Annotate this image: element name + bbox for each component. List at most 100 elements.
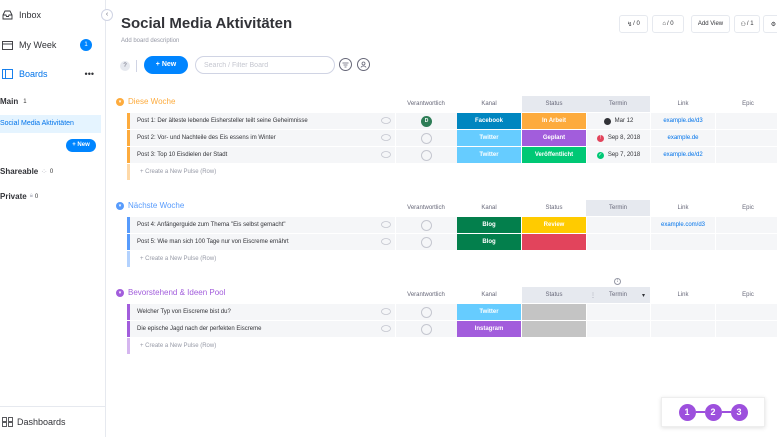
date-cell[interactable] — [587, 321, 650, 337]
channel-cell[interactable]: Instagram — [457, 321, 521, 337]
status-cell[interactable]: Veröffentlicht — [522, 147, 586, 163]
row-name[interactable]: Die epische Jagd nach der perfekten Eisc… — [130, 321, 377, 337]
owner-cell[interactable] — [396, 130, 457, 146]
search-filter-input[interactable] — [195, 56, 335, 74]
link-value[interactable]: example.com/d3 — [660, 222, 706, 228]
epic-cell[interactable] — [716, 321, 777, 337]
sidebar-section-main[interactable]: Main 1 — [0, 97, 27, 106]
add-view-button[interactable]: Add View — [691, 15, 730, 33]
status-cell[interactable]: Review — [522, 217, 586, 233]
column-header-owner[interactable]: Verantwortlich — [407, 101, 445, 107]
date-cell[interactable] — [587, 217, 650, 233]
table-row[interactable]: Post 5: Wie man sich 100 Tage nur von Ei… — [106, 234, 777, 250]
column-header-status[interactable]: Status — [522, 96, 586, 112]
owner-cell[interactable] — [396, 217, 457, 233]
row-name[interactable]: Welcher Typ von Eiscreme bist du? — [130, 304, 377, 320]
chat-bubble-icon[interactable] — [377, 321, 395, 337]
column-header-owner[interactable]: Verantwortlich — [407, 205, 445, 211]
channel-cell[interactable]: Twitter — [457, 304, 521, 320]
filter-icon[interactable] — [339, 58, 352, 71]
column-header-link[interactable]: Link — [677, 101, 689, 107]
epic-cell[interactable] — [716, 130, 777, 146]
row-name[interactable]: Post 2: Vor- und Nachteile des Eis essen… — [130, 130, 377, 146]
link-cell[interactable] — [651, 321, 715, 337]
date-cell[interactable] — [587, 234, 650, 250]
help-icon[interactable]: ? — [120, 61, 130, 71]
column-header-channel[interactable]: Kanal — [481, 101, 497, 107]
table-row[interactable]: Die epische Jagd nach der perfekten Eisc… — [106, 321, 777, 337]
link-value[interactable]: example.de/d3 — [663, 118, 703, 124]
group-title[interactable]: ▾ Bevorstehend & Ideen Pool — [116, 288, 225, 297]
channel-cell[interactable]: Blog — [457, 234, 521, 250]
link-value[interactable]: example.de/d2 — [663, 152, 703, 158]
group-title[interactable]: ▾ Diese Woche — [116, 97, 175, 106]
members-button[interactable]: ⚇ / 1 — [734, 15, 760, 33]
sidebar-board-social-media[interactable]: Social Media Aktivitäten — [0, 115, 101, 133]
epic-cell[interactable] — [716, 304, 777, 320]
column-header-link[interactable]: Link — [677, 205, 689, 211]
board-description[interactable]: Add board description — [121, 38, 180, 44]
status-cell[interactable]: Geplant — [522, 130, 586, 146]
date-cell[interactable]: ✓ Sep 7, 2018 — [587, 147, 650, 163]
status-cell[interactable] — [522, 321, 586, 337]
person-filter-icon[interactable] — [357, 58, 370, 71]
chevron-down-icon[interactable]: ▾ — [116, 97, 124, 106]
row-name[interactable]: Post 4: Anfängerguide zum Thema "Eis sel… — [130, 217, 377, 233]
link-cell[interactable]: example.de/d3 — [651, 113, 715, 129]
channel-cell[interactable]: Facebook — [457, 113, 521, 129]
channel-cell[interactable]: Twitter — [457, 130, 521, 146]
owner-cell[interactable] — [396, 304, 457, 320]
column-header-status[interactable]: Status — [522, 287, 586, 303]
column-header-status[interactable]: Status — [545, 205, 563, 211]
column-info-icon[interactable]: ↕ — [614, 278, 621, 285]
board-title[interactable]: Social Media Aktivitäten — [121, 15, 293, 32]
link-cell[interactable]: example.com/d3 — [651, 217, 715, 233]
chat-bubble-icon[interactable] — [377, 130, 395, 146]
add-row-button[interactable]: + Create a New Pulse (Row) — [106, 251, 777, 267]
column-header-epic[interactable]: Epic — [742, 205, 754, 211]
step-3-button[interactable]: 3 — [730, 403, 748, 421]
sidebar-section-shareable[interactable]: Shareable ·:· 0 — [0, 167, 53, 176]
step-2-button[interactable]: 2 — [704, 403, 722, 421]
column-header-owner[interactable]: Verantwortlich — [407, 292, 445, 298]
new-item-button[interactable]: + New — [144, 56, 188, 74]
table-row[interactable]: Post 2: Vor- und Nachteile des Eis essen… — [106, 130, 777, 146]
table-row[interactable]: Post 4: Anfängerguide zum Thema "Eis sel… — [106, 217, 777, 233]
sidebar-item-inbox[interactable]: Inbox — [0, 0, 106, 30]
boards-more-options-icon[interactable]: ••• — [84, 69, 94, 79]
epic-cell[interactable] — [716, 217, 777, 233]
link-cell[interactable]: example.de — [651, 130, 715, 146]
column-header-date[interactable]: Termin — [586, 200, 650, 216]
status-cell[interactable] — [522, 304, 586, 320]
chevron-down-icon[interactable]: ▾ — [116, 288, 124, 297]
step-1-button[interactable]: 1 — [678, 403, 696, 421]
chat-bubble-icon[interactable] — [377, 113, 395, 129]
epic-cell[interactable] — [716, 234, 777, 250]
row-name[interactable]: Post 3: Top 10 Eisdielen der Stadt — [130, 147, 377, 163]
add-row-button[interactable]: + Create a New Pulse (Row) — [106, 338, 777, 354]
updates-button[interactable]: ⌂ / 0 — [652, 15, 684, 33]
group-title[interactable]: ▾ Nächste Woche — [116, 201, 184, 210]
link-cell[interactable]: example.de/d2 — [651, 147, 715, 163]
drag-handle-icon[interactable]: ⋮ — [590, 292, 596, 299]
link-value[interactable]: example.de — [667, 135, 699, 141]
sidebar-item-my-week[interactable]: My Week 1 — [0, 30, 106, 60]
date-cell[interactable]: ! Sep 8, 2018 — [587, 130, 650, 146]
column-header-epic[interactable]: Epic — [742, 292, 754, 298]
link-cell[interactable] — [651, 234, 715, 250]
chevron-down-icon[interactable]: ▾ — [116, 201, 124, 210]
row-name[interactable]: Post 1: Der älteste lebende Eisher­stell… — [130, 113, 377, 129]
owner-cell[interactable] — [396, 234, 457, 250]
date-cell[interactable]: Mar 12 — [587, 113, 650, 129]
owner-cell[interactable]: D — [396, 113, 457, 129]
table-row[interactable]: Post 3: Top 10 Eisdielen der Stadt Twitt… — [106, 147, 777, 163]
chat-bubble-icon[interactable] — [377, 147, 395, 163]
channel-cell[interactable]: Twitter — [457, 147, 521, 163]
link-cell[interactable] — [651, 304, 715, 320]
column-header-link[interactable]: Link — [677, 292, 689, 298]
sidebar-item-boards[interactable]: Boards ••• — [0, 59, 106, 89]
sidebar-new-board-button[interactable]: + New — [66, 139, 96, 152]
epic-cell[interactable] — [716, 147, 777, 163]
collapse-sidebar-chevron-left-icon[interactable]: ‹ — [101, 9, 113, 21]
epic-cell[interactable] — [716, 113, 777, 129]
